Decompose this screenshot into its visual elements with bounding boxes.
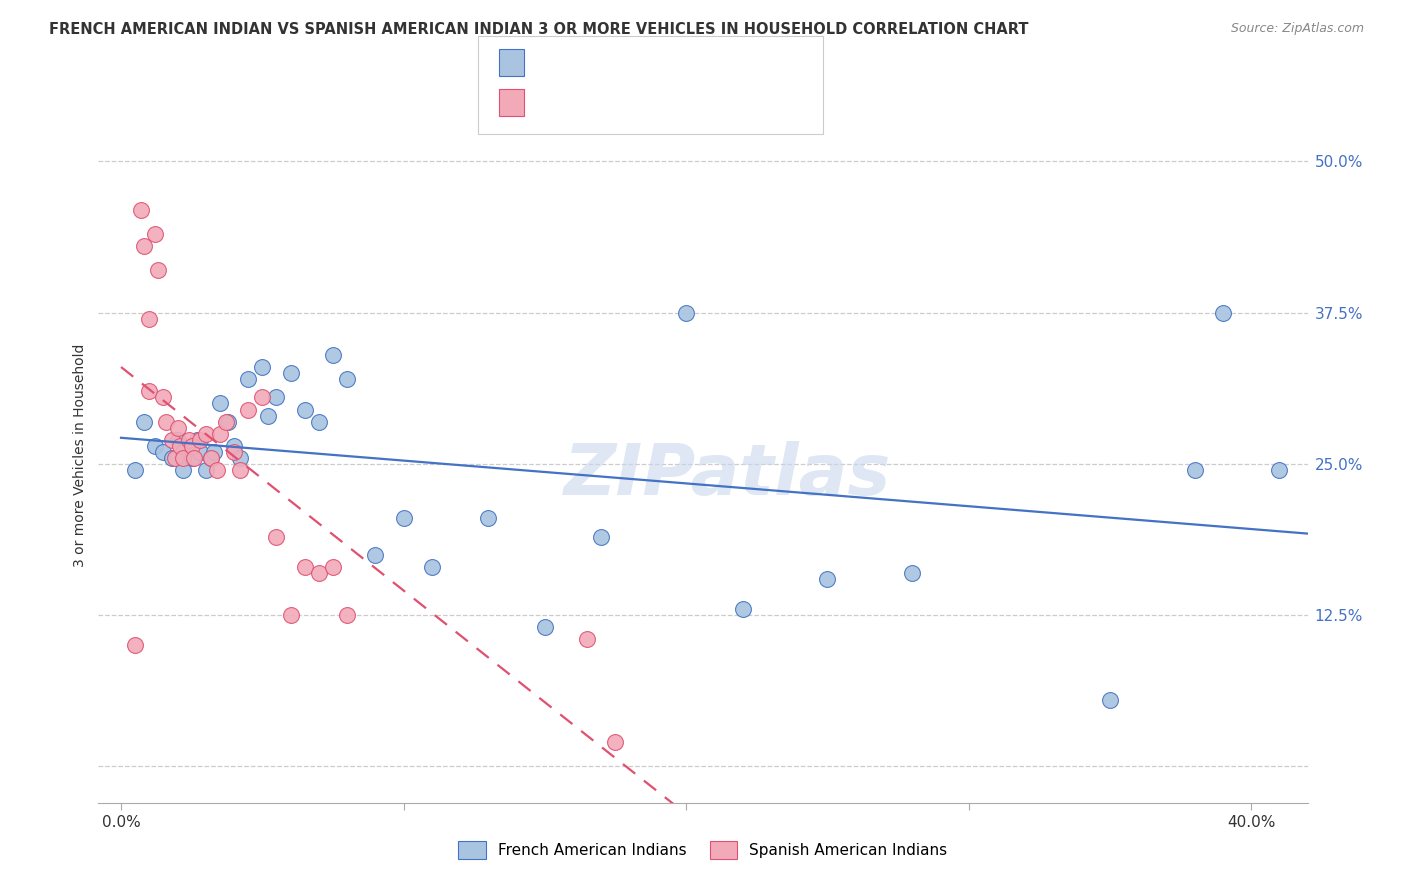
Point <box>152 445 174 459</box>
Point <box>188 445 211 459</box>
Point <box>576 632 599 647</box>
Point <box>166 420 188 434</box>
Point <box>266 530 288 544</box>
Point <box>252 391 274 405</box>
Legend: French American Indians, Spanish American Indians: French American Indians, Spanish America… <box>453 835 953 864</box>
Point <box>160 433 183 447</box>
Point <box>1098 693 1121 707</box>
Point <box>308 566 330 580</box>
Point <box>280 366 302 380</box>
Text: R =  -0.121   N = 35: R = -0.121 N = 35 <box>541 94 717 112</box>
Point <box>183 450 205 465</box>
Point <box>533 620 555 634</box>
Point <box>172 450 194 465</box>
Point <box>202 445 225 459</box>
Point <box>172 445 194 459</box>
Point <box>675 306 697 320</box>
Point <box>228 450 250 465</box>
Point <box>252 360 274 375</box>
Point <box>257 409 280 423</box>
Point <box>222 439 245 453</box>
Point <box>132 239 155 253</box>
Point <box>186 433 208 447</box>
Point <box>200 450 222 465</box>
Point <box>180 450 202 465</box>
Point <box>124 463 146 477</box>
Point <box>205 463 228 477</box>
Point <box>214 415 236 429</box>
Point <box>208 396 231 410</box>
Point <box>266 391 288 405</box>
Point <box>1268 463 1291 477</box>
Point <box>152 391 174 405</box>
Point <box>236 402 259 417</box>
Point <box>194 426 217 441</box>
Point <box>222 445 245 459</box>
Point <box>180 439 202 453</box>
Point <box>143 227 166 241</box>
Point <box>901 566 924 580</box>
Text: Source: ZipAtlas.com: Source: ZipAtlas.com <box>1230 22 1364 36</box>
Y-axis label: 3 or more Vehicles in Household: 3 or more Vehicles in Household <box>73 343 87 566</box>
Point <box>308 415 330 429</box>
Text: R =  -0.037   N = 41: R = -0.037 N = 41 <box>541 54 717 71</box>
Point <box>132 415 155 429</box>
Point <box>420 559 443 574</box>
Point <box>194 463 217 477</box>
Point <box>322 559 344 574</box>
Point <box>160 450 183 465</box>
Point <box>236 372 259 386</box>
Point <box>294 402 316 417</box>
Text: FRENCH AMERICAN INDIAN VS SPANISH AMERICAN INDIAN 3 OR MORE VEHICLES IN HOUSEHOL: FRENCH AMERICAN INDIAN VS SPANISH AMERIC… <box>49 22 1029 37</box>
Text: ZIPatlas: ZIPatlas <box>564 442 891 510</box>
Point <box>124 639 146 653</box>
Point <box>138 384 160 399</box>
Point <box>591 530 613 544</box>
Point <box>364 548 387 562</box>
Point <box>143 439 166 453</box>
Point <box>228 463 250 477</box>
Point <box>477 511 499 525</box>
Point <box>731 602 754 616</box>
Point <box>392 511 415 525</box>
Point <box>1212 306 1234 320</box>
Point <box>605 735 627 749</box>
Point <box>172 463 194 477</box>
Point <box>208 426 231 441</box>
Point <box>163 450 186 465</box>
Point <box>177 433 200 447</box>
Point <box>169 439 191 453</box>
Point <box>336 608 359 623</box>
Point <box>280 608 302 623</box>
Point <box>155 415 177 429</box>
Point <box>336 372 359 386</box>
Point <box>129 202 152 217</box>
Point <box>200 450 222 465</box>
Point <box>188 433 211 447</box>
Point <box>294 559 316 574</box>
Point <box>1184 463 1206 477</box>
Point <box>138 311 160 326</box>
Point <box>146 263 169 277</box>
Point <box>815 572 838 586</box>
Point <box>322 348 344 362</box>
Point <box>217 415 239 429</box>
Point <box>166 433 188 447</box>
